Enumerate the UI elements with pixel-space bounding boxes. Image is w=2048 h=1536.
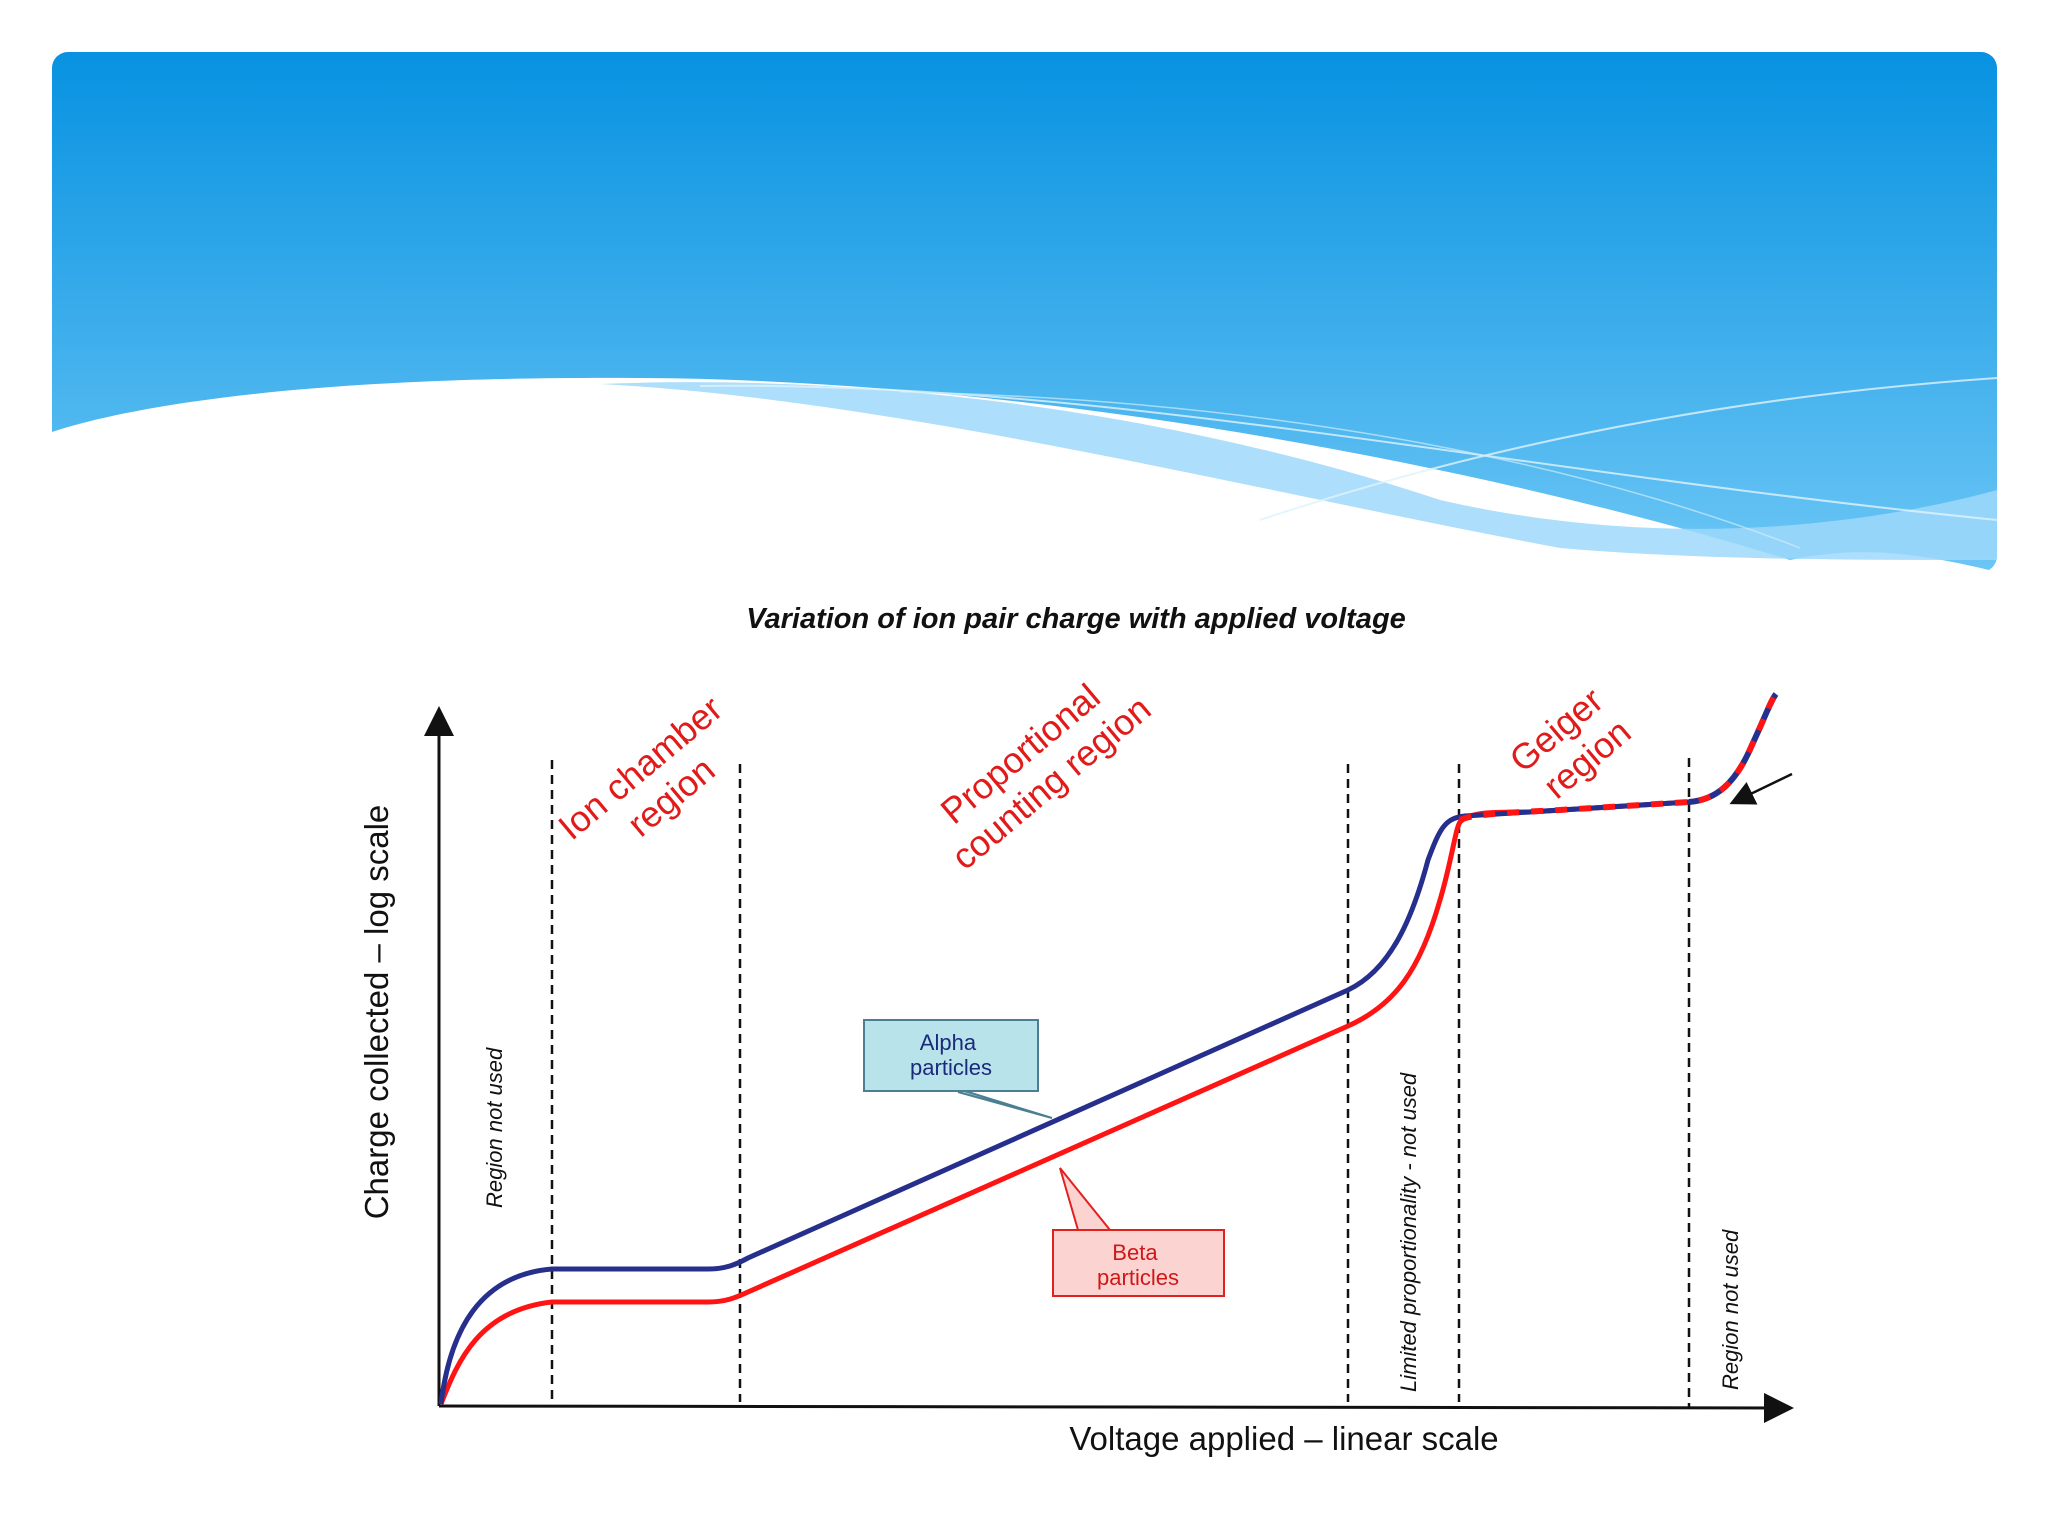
header-banner (52, 52, 1997, 572)
geiger-runaway-alpha (1688, 692, 1779, 805)
region-label-proportional: Proportional counting region (916, 656, 1158, 878)
pointer-arrow (1729, 772, 1793, 805)
ion-chamber-diagram: Variation of ion pair charge with applie… (358, 603, 1794, 1457)
diagram-title: Variation of ion pair charge with applie… (746, 603, 1406, 635)
header-wave (600, 382, 1997, 560)
svg-text:Beta particles: Beta particles (1097, 1240, 1179, 1290)
geiger-runaway-beta (1458, 692, 1779, 823)
y-axis-label: Charge collected – log scale (358, 805, 395, 1220)
note-left-unused: Region not used (482, 1047, 507, 1208)
note-limited-proportionality: Limited proportionality - not used (1396, 1072, 1421, 1392)
beta-curve (438, 799, 1690, 1405)
region-label-ion-chamber: Ion chamber region (550, 681, 764, 880)
svg-text:Alpha particles: Alpha particles (910, 1030, 992, 1080)
alpha-curve (438, 799, 1690, 1405)
beta-callout: Beta particles (1052, 1167, 1225, 1297)
x-axis (438, 1392, 1794, 1423)
x-axis-label: Voltage applied – linear scale (1069, 1420, 1498, 1457)
region-label-geiger: Geiger region (1502, 673, 1646, 812)
alpha-callout: Alpha particles (863, 1019, 1053, 1119)
region-boundaries (550, 758, 1691, 1408)
note-right-unused: Region not used (1718, 1229, 1743, 1390)
